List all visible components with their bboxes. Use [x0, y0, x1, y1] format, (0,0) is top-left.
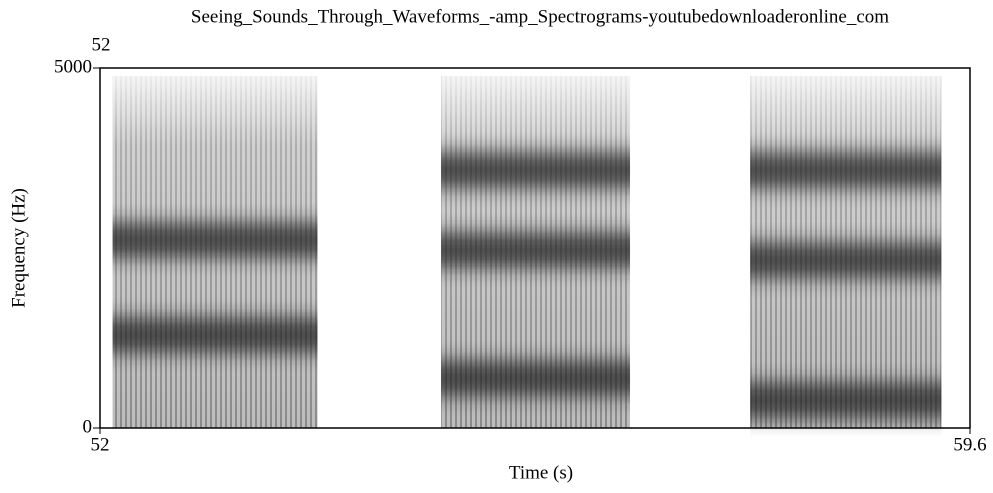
y-tick-label: 5000 [54, 56, 92, 77]
y-tick-label: 0 [83, 416, 93, 437]
x-tick-label: 59.6 [953, 434, 986, 455]
plot-area [112, 76, 942, 428]
formant-band [112, 222, 318, 259]
formant-band [112, 317, 318, 354]
plot-frame [99, 67, 971, 429]
x-tick-label: 52 [91, 434, 110, 455]
y-axis-label: Frequency (Hz) [8, 188, 29, 308]
start-label: 52 [92, 34, 111, 55]
formant-band [441, 232, 631, 269]
chart-title: Seeing_Sounds_Through_Waveforms_-amp_Spe… [191, 6, 889, 27]
formant-band [441, 152, 631, 189]
formant-band [750, 242, 942, 279]
formant-band [441, 360, 631, 397]
x-axis-label: Time (s) [509, 462, 573, 483]
formant-band [750, 152, 942, 189]
formant-band [750, 381, 942, 418]
